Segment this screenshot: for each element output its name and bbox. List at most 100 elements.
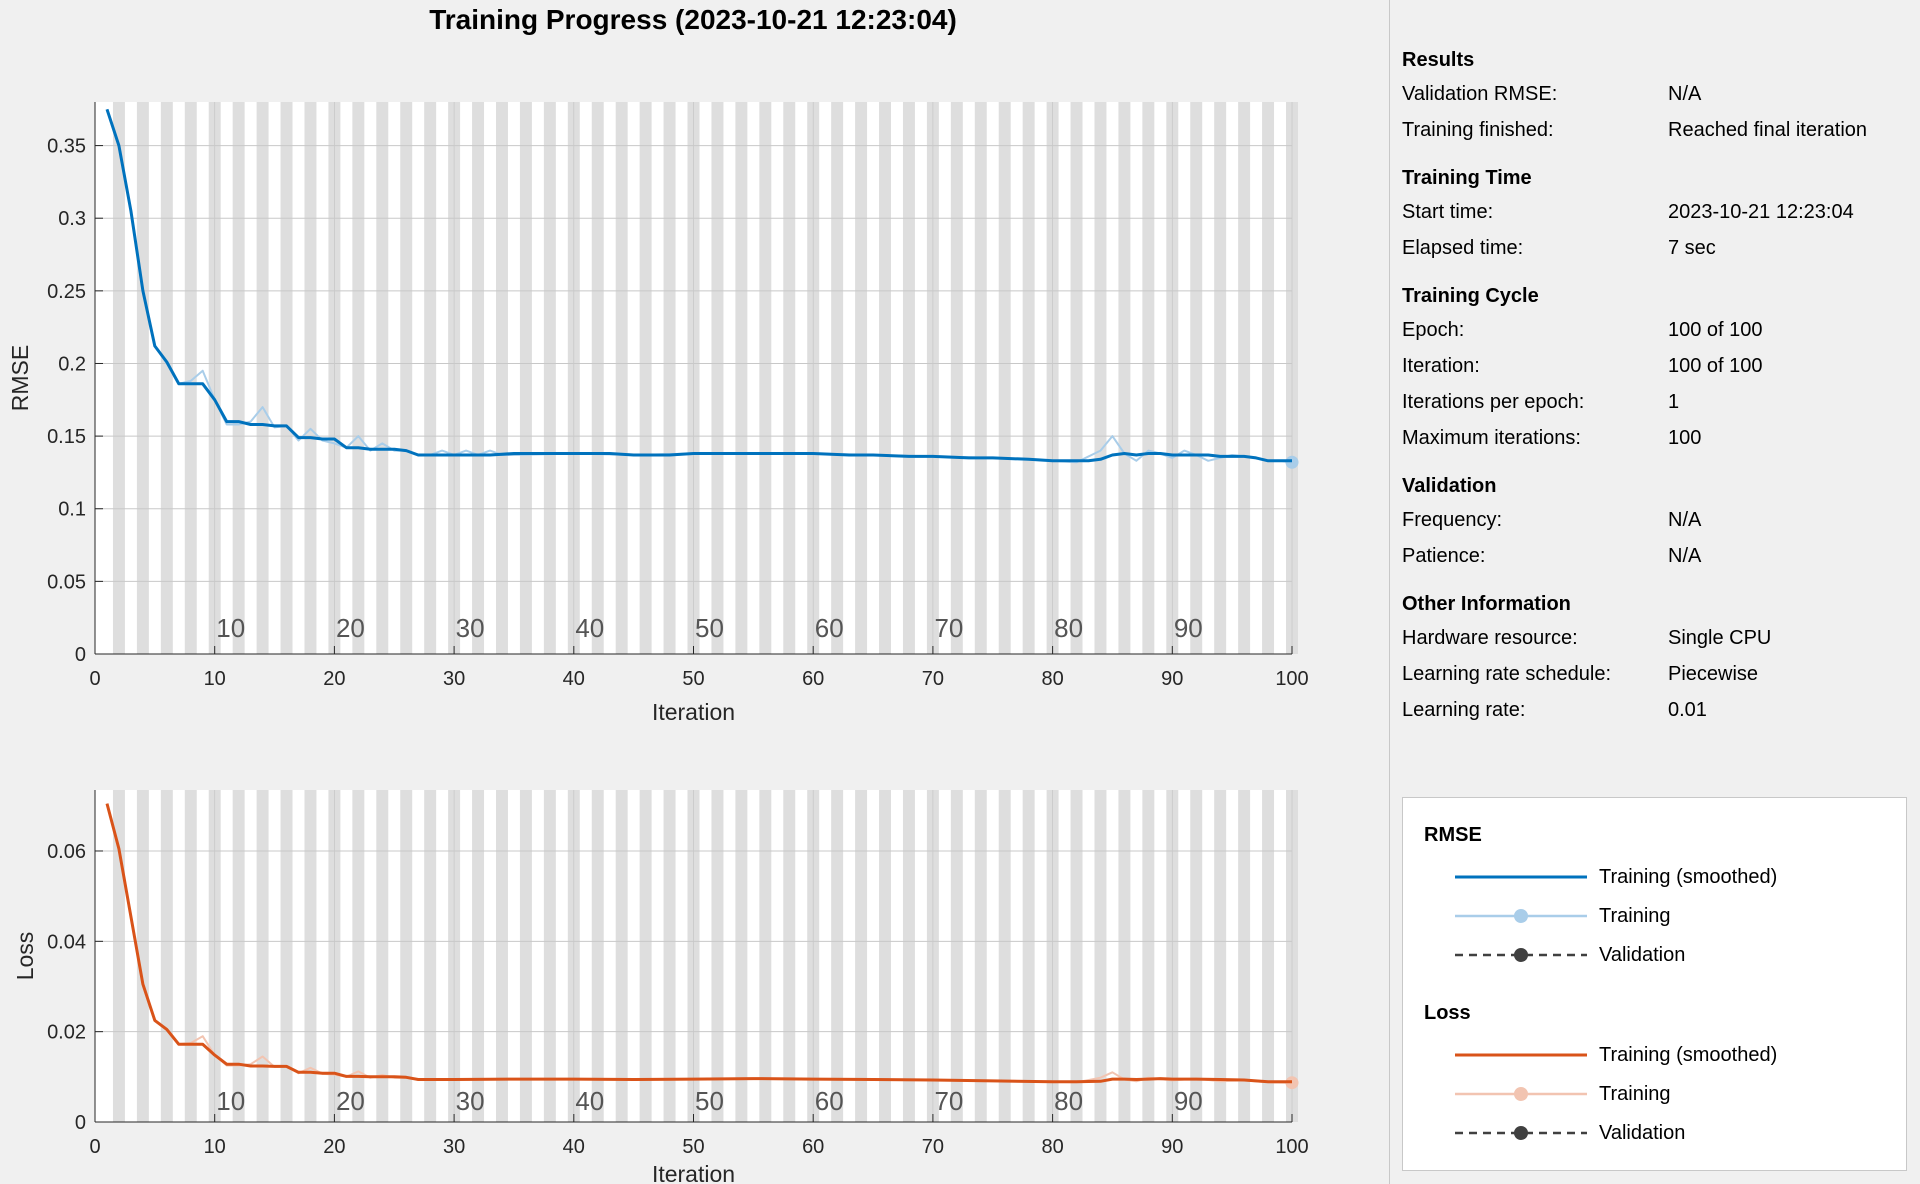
info-row: Epoch: 100 of 100	[1402, 312, 1907, 348]
loss-epoch-label: 50	[695, 1086, 724, 1116]
rmse-epoch-stripe	[759, 102, 772, 654]
info-row: Start time: 2023-10-21 12:23:04	[1402, 194, 1907, 230]
loss-epoch-label: 10	[216, 1086, 245, 1116]
rmse-epoch-stripe	[663, 102, 676, 654]
loss-x-tick-label: 30	[443, 1136, 465, 1158]
info-value: 7 sec	[1668, 237, 1716, 259]
legend-rmse-validation: Validation	[1455, 940, 1895, 970]
info-key: Start time:	[1402, 201, 1494, 223]
loss-epoch-label: 80	[1054, 1086, 1083, 1116]
info-section: Training Cycle Epoch: 100 of 100 Iteration:…	[1402, 280, 1907, 456]
loss-epoch-stripe	[495, 790, 508, 1122]
loss-y-tick-label: 0	[75, 1112, 86, 1134]
rmse-epoch-stripe	[879, 102, 892, 654]
info-key: Frequency:	[1402, 509, 1503, 531]
rmse-epoch-stripe	[1142, 102, 1155, 654]
loss-epoch-stripe	[1238, 790, 1251, 1122]
loss-y-tick-label: 0.04	[47, 931, 86, 953]
loss-epoch-label: 90	[1174, 1086, 1203, 1116]
rmse-epoch-stripe	[711, 102, 724, 654]
rmse-epoch-label: 30	[456, 613, 485, 643]
rmse-epoch-stripe	[998, 102, 1011, 654]
legend-loss-training-label: Training	[1599, 1083, 1671, 1105]
rmse-epoch-stripe	[1094, 102, 1107, 654]
loss-epoch-stripe	[112, 790, 125, 1122]
rmse-epoch-label: 80	[1054, 613, 1083, 643]
loss-epoch-stripe	[950, 790, 963, 1122]
rmse-y-tick-label: 0.2	[58, 353, 86, 375]
rmse-y-tick-label: 0.35	[47, 136, 86, 158]
rmse-epoch-stripe	[352, 102, 365, 654]
info-key: Learning rate:	[1402, 699, 1526, 721]
rmse-epoch-stripe	[519, 102, 532, 654]
rmse-axes: 0 0.05 0.1 0.15 0.2 0.25 0.3 0.35 0 10 20 30 40 50 60 7…	[7, 102, 1309, 725]
rmse-training-line	[106, 108, 1293, 464]
loss-x-tick-label: 50	[682, 1136, 704, 1158]
rmse-epoch-stripe	[256, 102, 269, 654]
loss-epoch-stripe	[1118, 790, 1131, 1122]
rmse-x-tick-label: 100	[1275, 668, 1308, 690]
rmse-epoch-stripe	[1262, 102, 1275, 654]
legend-loss-smoothed: Training (smoothed)	[1455, 1040, 1895, 1070]
rmse-x-tick-label: 40	[563, 668, 585, 690]
loss-x-tick-label: 100	[1275, 1136, 1308, 1158]
rmse-epoch-stripe	[639, 102, 652, 654]
info-value: 1	[1668, 391, 1680, 413]
rmse-y-tick-label: 0.15	[47, 426, 86, 448]
info-value: 100 of 100	[1668, 319, 1763, 341]
rmse-epoch-stripe	[304, 102, 317, 654]
info-row: Patience: N/A	[1402, 538, 1907, 574]
legend-rmse-training-marker	[1514, 909, 1528, 923]
info-value: Reached final iteration	[1668, 119, 1868, 141]
rmse-epoch-stripe	[950, 102, 963, 654]
info-section-title: Training Cycle	[1402, 285, 1539, 307]
info-value: Piecewise	[1668, 663, 1759, 685]
loss-smoothed-line	[105, 803, 1292, 1084]
loss-epoch-stripe	[831, 790, 844, 1122]
rmse-epoch-stripe	[184, 102, 197, 654]
loss-x-axis-label: Iteration	[652, 1161, 735, 1184]
rmse-y-tick-label: 0.1	[58, 499, 86, 521]
legend-rmse-validation-label: Validation	[1599, 944, 1686, 966]
info-key: Iteration:	[1402, 355, 1480, 377]
rmse-y-tick-label: 0.25	[47, 281, 86, 303]
loss-x-tick-label: 80	[1041, 1136, 1063, 1158]
rmse-x-tick-label: 20	[323, 668, 345, 690]
loss-epoch-stripe	[424, 790, 437, 1122]
training-info: Results Validation RMSE: N/A Training finis…	[1402, 44, 1907, 742]
info-key: Maximum iterations:	[1402, 427, 1581, 449]
rmse-epoch-stripe	[974, 102, 987, 654]
info-row: Learning rate schedule: Piecewise	[1402, 656, 1907, 692]
info-value: 2023-10-21 12:23:04	[1668, 201, 1854, 223]
rmse-x-axis-label: Iteration	[652, 699, 735, 725]
loss-x-tick-label: 20	[323, 1136, 345, 1158]
loss-epoch-stripe	[136, 790, 149, 1122]
plot-area: Training Progress (2023-10-21 12:23:04) …	[7, 4, 1309, 1184]
loss-epoch-stripe	[998, 790, 1011, 1122]
info-value: N/A	[1668, 83, 1702, 105]
loss-epoch-stripe	[639, 790, 652, 1122]
loss-epoch-stripe	[160, 790, 173, 1122]
loss-epoch-stripe	[974, 790, 987, 1122]
figure-title: Training Progress (2023-10-21 12:23:04)	[429, 4, 957, 35]
info-section-title: Validation	[1402, 475, 1497, 497]
rmse-epoch-stripe	[472, 102, 485, 654]
loss-epoch-stripe	[1022, 790, 1035, 1122]
loss-y-axis-label: Loss	[12, 932, 38, 981]
rmse-y-tick-label: 0	[75, 644, 86, 666]
rmse-epoch-stripe	[424, 102, 437, 654]
rmse-smoothed-line	[105, 108, 1292, 463]
info-row: Learning rate: 0.01	[1402, 692, 1907, 728]
info-row: Iterations per epoch: 1	[1402, 384, 1907, 420]
rmse-epoch-stripe	[591, 102, 604, 654]
rmse-epoch-stripe	[1214, 102, 1227, 654]
rmse-epoch-stripe	[1118, 102, 1131, 654]
rmse-x-tick-label: 90	[1161, 668, 1183, 690]
rmse-x-tick-label: 80	[1041, 668, 1063, 690]
rmse-epoch-stripe	[136, 102, 149, 654]
legend-rmse-smoothed-label: Training (smoothed)	[1599, 866, 1778, 888]
info-value: N/A	[1668, 545, 1702, 567]
info-section-title: Training Time	[1402, 167, 1532, 189]
info-value: 0.01	[1668, 699, 1707, 721]
rmse-epoch-stripe	[1070, 102, 1083, 654]
